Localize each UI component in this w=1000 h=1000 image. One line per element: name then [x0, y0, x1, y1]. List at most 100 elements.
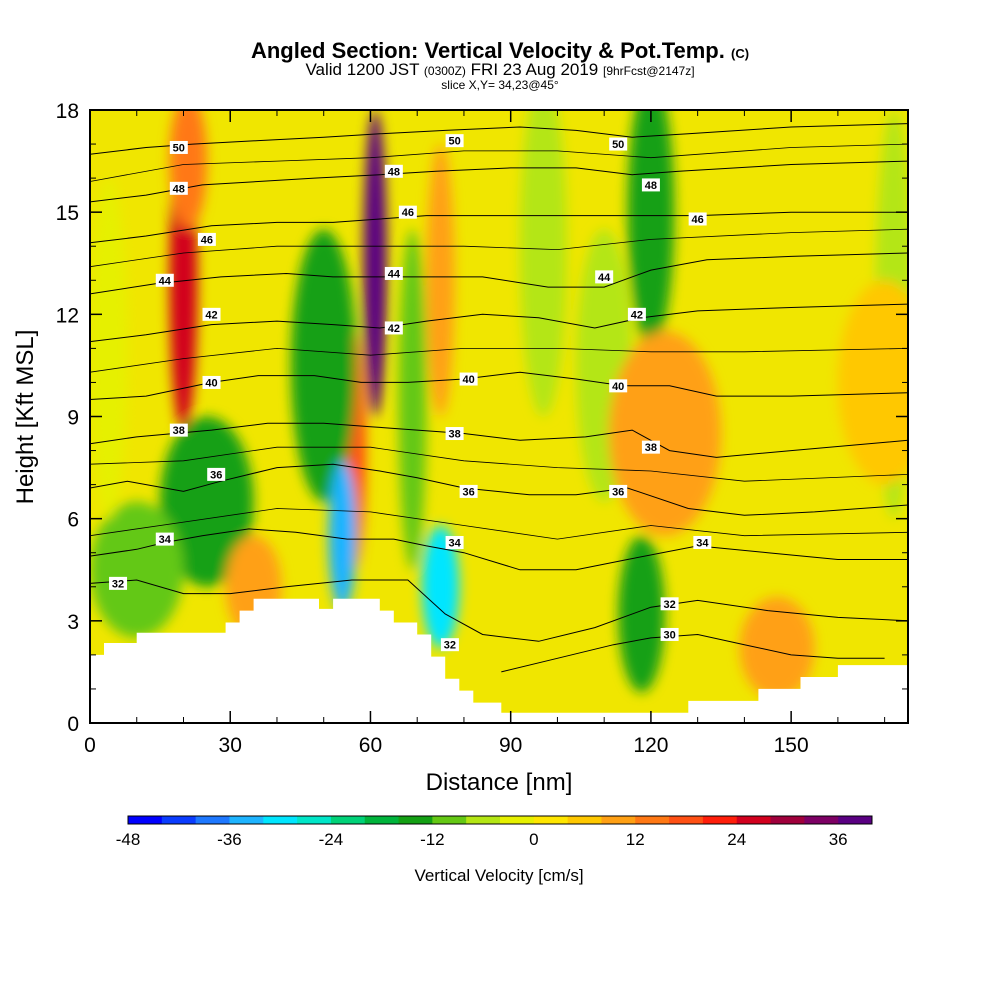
velocity-cell: [290, 229, 357, 502]
isentrope-line: [90, 303, 908, 343]
colorbar-swatch: [364, 816, 400, 824]
contour-label: 36: [609, 484, 628, 498]
x-tick-label: 30: [219, 734, 242, 757]
colorbar-swatch: [229, 816, 264, 824]
colorbar-tick-label: -24: [319, 830, 344, 849]
colorbar-swatch: [500, 816, 535, 824]
colorbar-swatch: [533, 816, 569, 824]
svg-text:36: 36: [462, 486, 474, 498]
colorbar-swatch: [635, 816, 670, 824]
contour-label: 42: [384, 321, 403, 335]
svg-text:38: 38: [645, 442, 657, 454]
colorbar-swatch: [195, 816, 230, 824]
velocity-cell: [169, 110, 207, 230]
isentrope-line: [90, 446, 908, 482]
contour-label: 32: [660, 597, 679, 611]
contour-label: 46: [398, 205, 417, 219]
colorbar-tick-label: 24: [727, 830, 746, 849]
svg-text:46: 46: [201, 234, 213, 246]
contour-label: 38: [445, 427, 464, 441]
colorbar-swatch: [838, 816, 873, 824]
colorbar-swatch: [567, 816, 602, 824]
svg-text:50: 50: [612, 139, 624, 151]
velocity-cell: [160, 416, 254, 587]
velocity-cell: [608, 331, 722, 536]
valid-time-utc: (0300Z): [423, 64, 466, 78]
x-axis-label: Distance [nm]: [426, 769, 573, 796]
svg-text:46: 46: [692, 214, 704, 226]
svg-text:46: 46: [402, 207, 414, 219]
chart-title: Angled Section: Vertical Velocity & Pot.…: [0, 38, 1000, 64]
colorbar-tick-label: 12: [626, 830, 645, 849]
colorbar-swatch: [128, 816, 163, 824]
contour-label: 50: [445, 134, 464, 148]
slice-info: slice X,Y= 34,23@45°: [441, 78, 559, 92]
y-tick-label: 6: [67, 509, 79, 532]
contour-label: 50: [169, 140, 188, 154]
contour-label: 46: [688, 212, 707, 226]
colorbar-swatch: [466, 816, 501, 824]
contour-label: 42: [202, 307, 221, 321]
velocity-cell: [328, 460, 357, 611]
contour-label: 36: [459, 484, 478, 498]
contour-label: 46: [197, 232, 216, 246]
colorbar: -48 -36 -24 -12 0 12 24 36: [116, 815, 873, 849]
velocity-cell: [421, 525, 460, 649]
isentrope-line: [90, 143, 908, 182]
colorbar-label: Vertical Velocity [cm/s]: [414, 866, 583, 885]
y-tick-label: 15: [56, 202, 79, 225]
colorbar-swatch: [398, 816, 433, 824]
svg-text:42: 42: [388, 323, 400, 335]
y-tick-label: 3: [67, 611, 79, 634]
contour-label: 40: [459, 372, 478, 386]
velocity-cell: [618, 535, 665, 693]
colorbar-swatch: [804, 816, 839, 824]
contour-label: 30: [660, 627, 679, 641]
svg-text:36: 36: [612, 486, 624, 498]
svg-text:44: 44: [159, 275, 172, 287]
svg-text:50: 50: [448, 136, 460, 148]
svg-text:48: 48: [388, 166, 400, 178]
velocity-cell: [739, 596, 815, 700]
contour-label: 40: [609, 379, 628, 393]
svg-text:48: 48: [645, 180, 657, 192]
svg-text:40: 40: [462, 374, 474, 386]
contour-label: 34: [445, 536, 464, 550]
x-tick-label: 150: [774, 734, 809, 757]
valid-time-local: Valid 1200 JST: [305, 60, 420, 79]
svg-text:30: 30: [663, 629, 675, 641]
colorbar-swatch: [297, 816, 332, 824]
contour-label: 44: [595, 270, 614, 284]
contour-label: 38: [169, 423, 188, 437]
isentrope-line: [90, 160, 908, 203]
colorbar-swatch: [601, 816, 636, 824]
svg-text:32: 32: [112, 578, 124, 590]
contour-label: 48: [384, 164, 403, 178]
contour-label: 44: [155, 273, 174, 287]
isentrope-line: [90, 422, 908, 458]
svg-text:32: 32: [444, 640, 456, 652]
x-tick-label: 120: [633, 734, 668, 757]
velocity-cell: [627, 110, 675, 349]
svg-text:34: 34: [696, 538, 709, 550]
colorbar-frame: [127, 815, 873, 825]
svg-text:36: 36: [210, 469, 222, 481]
svg-text:34: 34: [159, 534, 172, 546]
y-tick-label: 18: [56, 100, 79, 123]
colorbar-tick-label: -36: [217, 830, 242, 849]
forecast-info: [9hrFcst@2147z]: [603, 64, 695, 78]
velocity-cell: [90, 178, 128, 519]
colorbar-swatch: [736, 816, 772, 824]
valid-date: FRI 23 Aug 2019: [470, 60, 599, 79]
contour-label: 34: [155, 532, 174, 546]
y-tick-label: 0: [67, 713, 79, 736]
contour-label: 40: [202, 375, 221, 389]
colorbar-swatch: [669, 816, 704, 824]
svg-text:44: 44: [598, 272, 611, 284]
contour-label: 48: [169, 181, 188, 195]
isentrope-line: [90, 463, 908, 516]
velocity-cell: [426, 144, 455, 417]
svg-text:42: 42: [205, 309, 217, 321]
velocity-cell: [520, 110, 567, 417]
